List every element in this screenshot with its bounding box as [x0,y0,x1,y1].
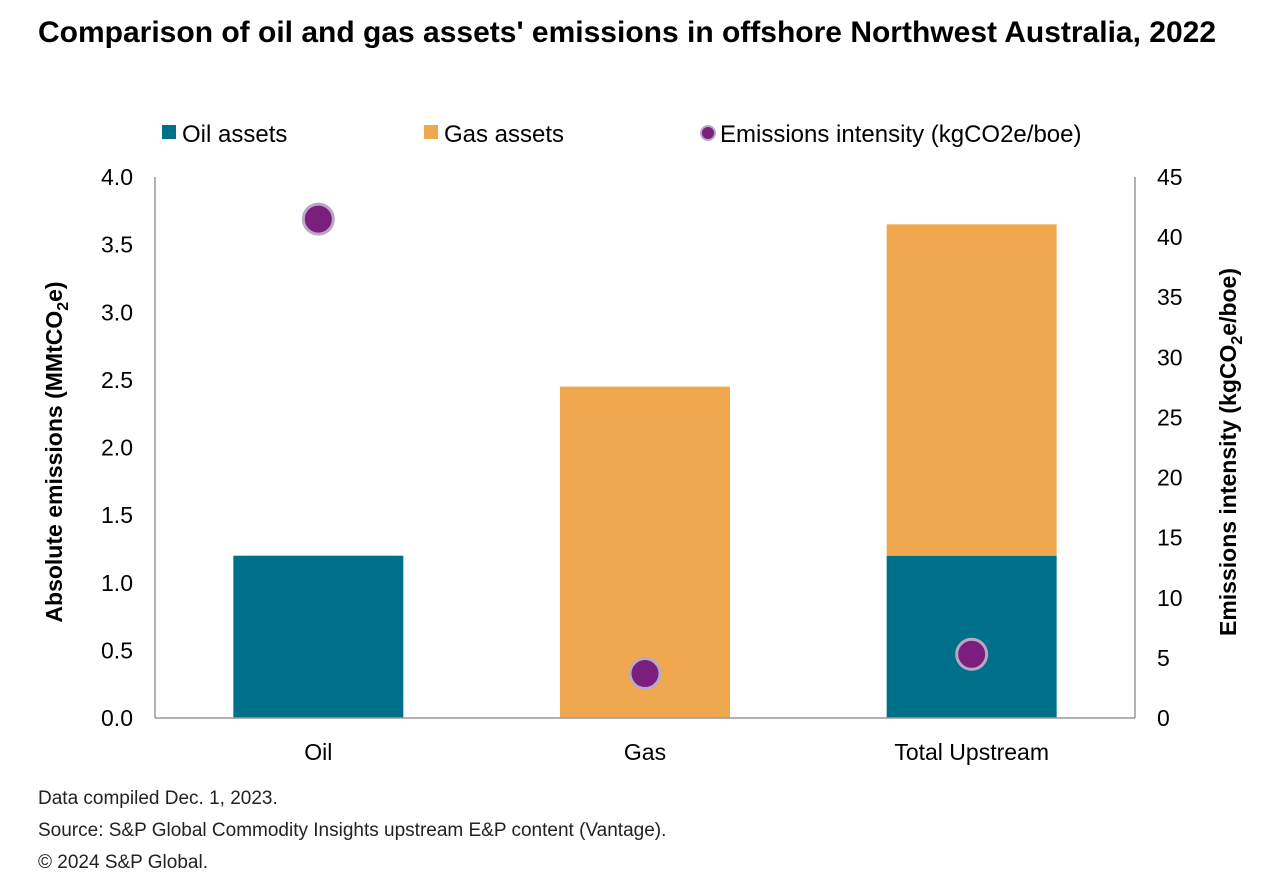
intensity-points-group [301,202,989,691]
legend-swatch-2 [700,125,716,141]
y-left-tick-label: 0.0 [101,705,133,731]
y-right-tick-label: 25 [1157,404,1183,430]
legend-label-2: Emissions intensity (kgCO2e/boe) [720,121,1081,148]
y-left-tick-label: 3.5 [101,232,133,258]
y-right-tick-label: 5 [1157,645,1170,671]
chart-axes: 0.0 0.5 1.0 1.5 2.0 2.5 3.0 3.5 4.0 0 5 10 15 20 25 30 3… [101,164,1183,765]
x-category-label: Oil [304,739,332,765]
y-axis-right-title: Emissions intensity (kgCO2e/boe) [1215,268,1246,636]
footnote-source: Source: S&P Global Commodity Insights up… [38,820,667,841]
chart-legend: Oil assets Gas assets Emissions intensity … [162,121,1081,148]
intensity-point-2 [955,637,989,671]
y-left-tick-label: 2.5 [101,367,133,393]
y-right-tick-label: 15 [1157,525,1183,551]
footnote-compiled: Data compiled Dec. 1, 2023. [38,788,278,809]
y-left-tick-label: 2.0 [101,435,133,461]
legend-label-0: Oil assets [182,121,287,148]
bar-oil-assets-0 [233,555,404,718]
intensity-point-0 [301,202,335,236]
y-left-tick-label: 1.5 [101,502,133,528]
y-axis-left-title: Absolute emissions (MMtCO2e) [41,281,72,622]
legend-swatch-1 [424,125,438,139]
footnote-copyright: © 2024 S&P Global. [38,852,208,873]
y-left-tick-label: 4.0 [101,164,133,190]
y-right-tick-label: 40 [1157,224,1183,250]
y-right-tick-label: 0 [1157,705,1170,731]
y-left-tick-label: 3.0 [101,299,133,325]
bar-gas-assets-2 [886,224,1057,556]
intensity-point-1 [628,657,662,691]
y-left-tick-label: 1.0 [101,570,133,596]
y-right-tick-label: 10 [1157,585,1183,611]
y-right-tick-label: 30 [1157,344,1183,370]
legend-label-1: Gas assets [444,121,564,148]
y-left-tick-label: 0.5 [101,637,133,663]
y-right-tick-label: 20 [1157,465,1183,491]
y-right-tick-label: 35 [1157,284,1183,310]
y-right-tick-label: 45 [1157,164,1183,190]
chart-title: Comparison of oil and gas assets' emissi… [38,16,1216,49]
legend-swatch-0 [162,125,176,139]
bar-series-group [233,224,1057,718]
x-category-label: Gas [624,739,666,765]
x-category-label: Total Upstream [894,739,1049,765]
bar-oil-assets-2 [886,555,1057,718]
